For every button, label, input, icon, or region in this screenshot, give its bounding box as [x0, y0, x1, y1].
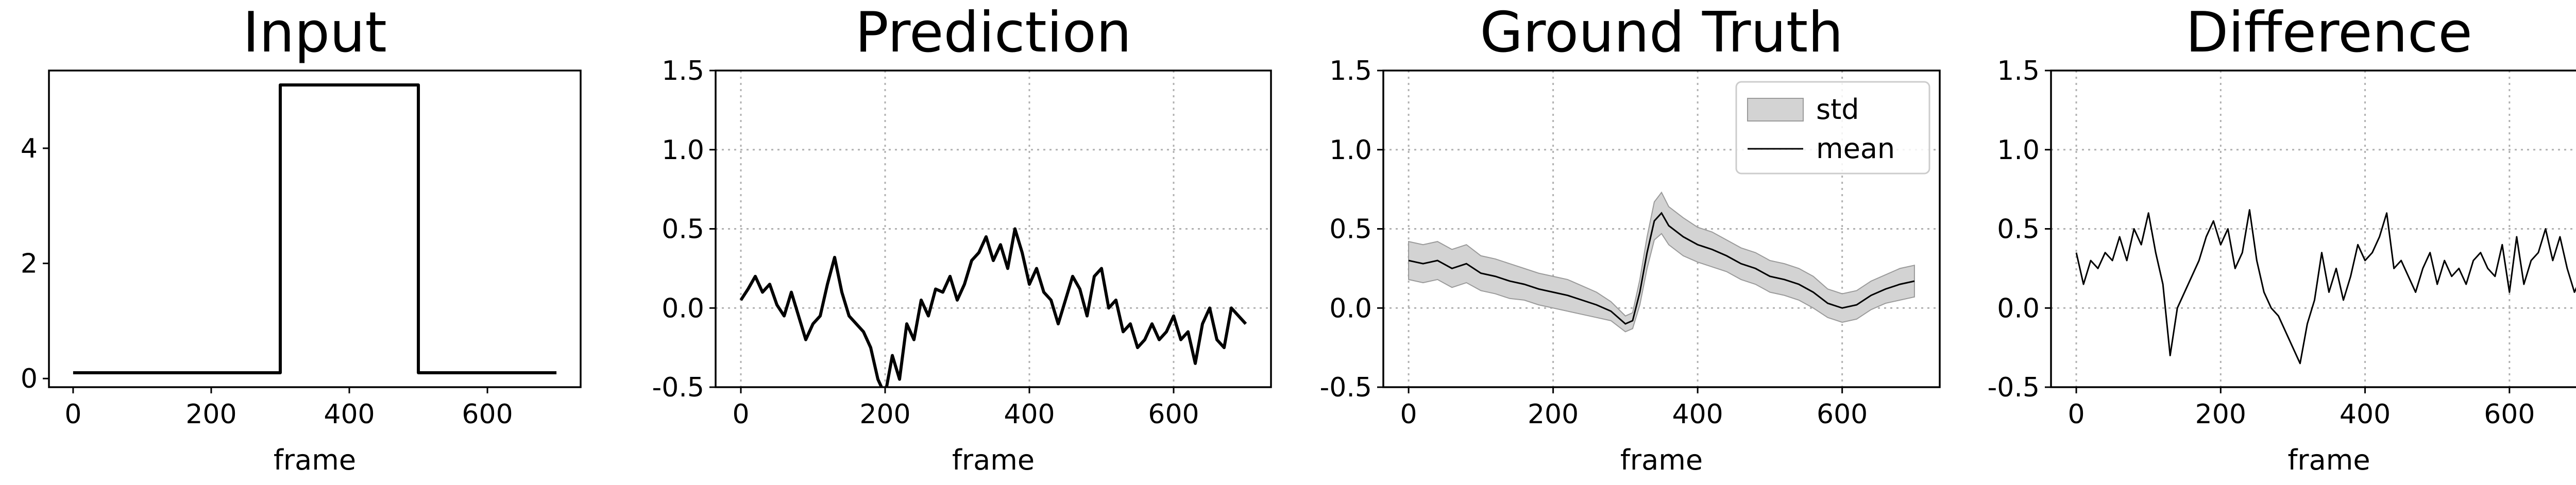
- y-tick-label: 1.0: [1997, 135, 2040, 166]
- x-tick-label: 200: [185, 399, 236, 430]
- x-axis-label: frame: [2287, 444, 2370, 476]
- plot-area: [2075, 209, 2576, 365]
- x-tick-label: 200: [2195, 399, 2246, 430]
- chart-panel-2: 0 200 400 600 -0.5 0.0 0.5 1.0 1.5 Prediction fram…: [652, 1, 1272, 476]
- plot-area: [73, 83, 557, 375]
- series-line: [73, 83, 557, 375]
- chart-panel-3: 0 200 400 600 -0.5 0.0 0.5 1.0 1.5 Ground Truth fr…: [1320, 1, 1941, 476]
- legend-std-label: std: [1816, 93, 1859, 126]
- chart-panel-1: 0 200 400 600 0 2 4 Input frame: [21, 1, 582, 476]
- x-tick-label: 400: [1672, 399, 1723, 430]
- x-tick-label: 0: [1400, 399, 1417, 430]
- y-tick-label: 0.0: [1997, 293, 2040, 324]
- chart-title: Input: [243, 1, 387, 65]
- x-axis-label: frame: [1620, 444, 1703, 476]
- x-axis-label: frame: [952, 444, 1035, 476]
- x-tick-label: 600: [1148, 399, 1199, 430]
- plot-area: [1408, 191, 1915, 333]
- y-tick-label: 1.0: [662, 135, 704, 166]
- series-line: [2075, 209, 2576, 365]
- y-tick-label: 1.5: [1329, 56, 1372, 86]
- chart-title: Ground Truth: [1480, 1, 1843, 65]
- x-tick-label: 200: [1528, 399, 1579, 430]
- y-tick-label: 4: [21, 133, 38, 164]
- x-tick-label: 0: [732, 399, 749, 430]
- x-tick-label: 400: [1004, 399, 1055, 430]
- chart-title: Prediction: [855, 1, 1132, 65]
- x-tick-label: 0: [64, 399, 81, 430]
- x-tick-label: 400: [324, 399, 375, 430]
- legend-std-swatch: [1747, 98, 1804, 122]
- y-tick-label: -0.5: [1988, 372, 2040, 403]
- y-tick-label: 0.0: [1329, 293, 1372, 324]
- y-tick-label: -0.5: [652, 372, 704, 403]
- y-tick-label: 0: [21, 363, 38, 394]
- y-tick-label: 2: [21, 249, 38, 280]
- y-tick-label: -0.5: [1320, 372, 1372, 403]
- x-tick-label: 600: [1817, 399, 1868, 430]
- y-tick-label: 0.5: [1997, 214, 2040, 245]
- y-tick-label: 1.0: [1329, 135, 1372, 166]
- series-line: [739, 227, 1247, 387]
- x-tick-label: 600: [462, 399, 513, 430]
- x-tick-label: 200: [859, 399, 910, 430]
- y-tick-label: 1.5: [662, 56, 704, 86]
- x-tick-label: 0: [2067, 399, 2084, 430]
- legend-mean-label: mean: [1816, 132, 1895, 165]
- y-tick-label: 0.5: [1329, 214, 1372, 245]
- axes-frame: [48, 70, 582, 388]
- legend: std mean: [1735, 81, 1930, 175]
- y-tick-label: 1.5: [1997, 56, 2040, 86]
- x-axis-label: frame: [274, 444, 356, 476]
- chart-panel-4: 0 200 400 600 -0.5 0.0 0.5 1.0 1.5 Difference fram…: [1988, 1, 2576, 476]
- plot-area: [739, 227, 1247, 387]
- mean-line: [1408, 212, 1915, 325]
- y-tick-label: 0.5: [662, 214, 704, 245]
- x-tick-label: 400: [2340, 399, 2391, 430]
- chart-title: Difference: [2185, 1, 2472, 65]
- std-band: [1408, 191, 1915, 333]
- y-tick-label: 0.0: [662, 293, 704, 324]
- x-tick-label: 600: [2484, 399, 2535, 430]
- axes-frame: [715, 70, 1272, 388]
